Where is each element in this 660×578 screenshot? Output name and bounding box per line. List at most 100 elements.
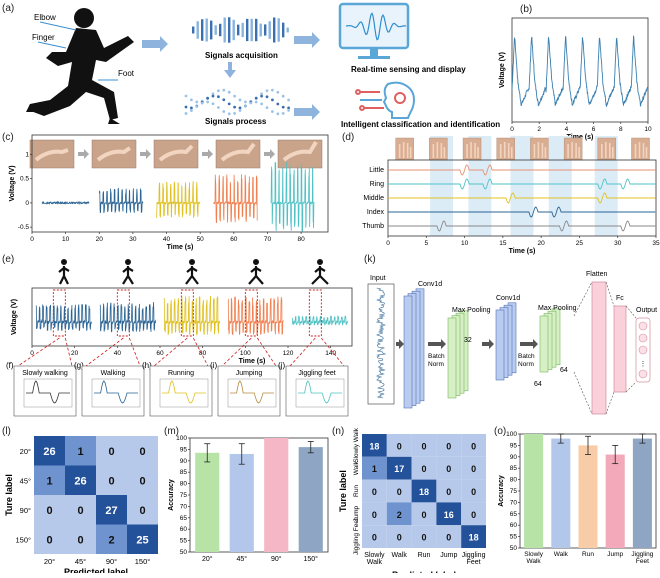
matrix-value: 25 (136, 534, 148, 546)
zoom-connector (128, 337, 141, 367)
y-axis-label: Ture label (338, 470, 348, 512)
signal-bar (250, 18, 253, 42)
output-node (638, 321, 648, 331)
series-line (388, 178, 656, 190)
plot-frame (159, 378, 209, 408)
signal-dot (184, 94, 188, 98)
zoom-box (116, 289, 130, 337)
signal-dot (244, 100, 247, 104)
y-tick-label: 90 (510, 454, 518, 461)
signal-dot (184, 105, 188, 109)
signal-bar (201, 19, 204, 41)
dim-label: 64 (560, 367, 568, 374)
matrix-cell (65, 524, 96, 554)
signal-dot (265, 95, 269, 99)
signal-dot (271, 110, 274, 113)
x-tick-label: 50 (197, 236, 205, 243)
panel-n: (n) 18 0 0 0 0 1 17 0 0 0 0 0 18 0 0 0 2 0 16 0 0 0 0 0 18 Slowly… (332, 426, 486, 578)
signal-dot (206, 96, 210, 100)
series-line (291, 315, 348, 327)
x-tick-label: 80 (297, 236, 305, 243)
signal-bar (192, 26, 195, 34)
x-tick-label: 90° (271, 555, 282, 563)
step-acquisition-label: Signals acquisition (205, 51, 278, 60)
signal-dot (265, 106, 269, 110)
signal-dot (222, 110, 226, 113)
panel-b-letter: (b) (520, 4, 532, 15)
monitor-icon (338, 2, 410, 59)
signal-dot (233, 105, 237, 109)
dim-label: 64 (534, 381, 542, 388)
output-node (638, 345, 648, 355)
x-tick-label: 2 (537, 126, 541, 133)
chart-m: 50 55 60 65 70 75 80 85 90 95 100 Accuracy 20° 45° 90°… (168, 435, 329, 563)
highlight-band (430, 136, 454, 236)
highlight-band (510, 136, 534, 236)
matrix-cell (96, 524, 127, 554)
x-tick-label: Jump (440, 552, 457, 559)
series-line (270, 161, 315, 232)
matrix-value: 0 (397, 487, 402, 497)
panel-m: (m) 50 55 60 65 70 75 80 85 90 95 100 Accuracy 20° 45… (164, 426, 329, 563)
layer-label: Batch (518, 353, 535, 360)
layer-label: Norm (518, 361, 534, 368)
signal-bar (264, 24, 267, 36)
signal-dot (227, 90, 231, 94)
x-tick-label: 35 (652, 240, 660, 247)
signal-bar (255, 18, 258, 42)
x-axis-label: Time (s) (167, 244, 194, 251)
matrix-value: 18 (369, 441, 379, 451)
x-tick-label: Jump (607, 551, 623, 558)
finger-icon (96, 146, 132, 162)
subplot-frame (285, 365, 349, 417)
arrow-icon (264, 149, 275, 159)
plot-frame (23, 378, 73, 408)
connector (605, 391, 615, 415)
signal-dot (276, 90, 280, 94)
x-tick-label: 45° (236, 555, 247, 563)
bar (298, 447, 323, 552)
matrix-cell (461, 502, 486, 526)
x-tick-label: 80 (199, 350, 207, 357)
y-tick-label: 90° (20, 506, 31, 515)
matrix-value: 0 (446, 533, 451, 543)
runner-silhouette (26, 8, 134, 124)
panel-o: (o) 50 55 60 65 70 75 80 85 90 95 100 Accuracy Slowl… (494, 426, 657, 565)
finger-icon (34, 148, 69, 162)
subplot-frame (13, 365, 77, 417)
signal-dot (276, 112, 280, 116)
signal-dot (287, 108, 290, 112)
matrix-cell (436, 479, 462, 503)
x-tick-label: Slowly (524, 551, 544, 558)
conv-layer (403, 295, 413, 409)
dim-label: 32 (464, 337, 472, 344)
person-icon (189, 259, 195, 265)
bar (605, 454, 625, 548)
x-tick-label: 20 (71, 350, 79, 357)
zoom-box (180, 289, 194, 337)
y-axis-label: Voltage (V) (499, 52, 506, 88)
signal-bar (219, 23, 222, 37)
matrix-value: 0 (108, 446, 114, 458)
person-icon (185, 266, 199, 285)
signal-dot (287, 98, 290, 102)
series-line (94, 380, 138, 404)
matrix-value: 26 (43, 446, 55, 458)
connector (573, 371, 593, 415)
signal-dot (260, 94, 263, 98)
matrix-value: 0 (397, 441, 402, 451)
matrix-value: 27 (105, 505, 117, 517)
zoom-connector (221, 337, 252, 367)
zoom-connector (192, 337, 209, 367)
person-icon (125, 259, 131, 265)
series-line (26, 380, 70, 404)
elbow-label: Elbow (34, 13, 56, 22)
signal-dot (276, 102, 280, 106)
x-tick-label: 15 (499, 240, 507, 247)
connector (625, 305, 637, 319)
signal-bar (268, 21, 271, 39)
arrow-icon (140, 149, 151, 159)
y-tick-label: Slowly Walk (353, 427, 360, 463)
x-tick-label: 10 (62, 236, 70, 243)
